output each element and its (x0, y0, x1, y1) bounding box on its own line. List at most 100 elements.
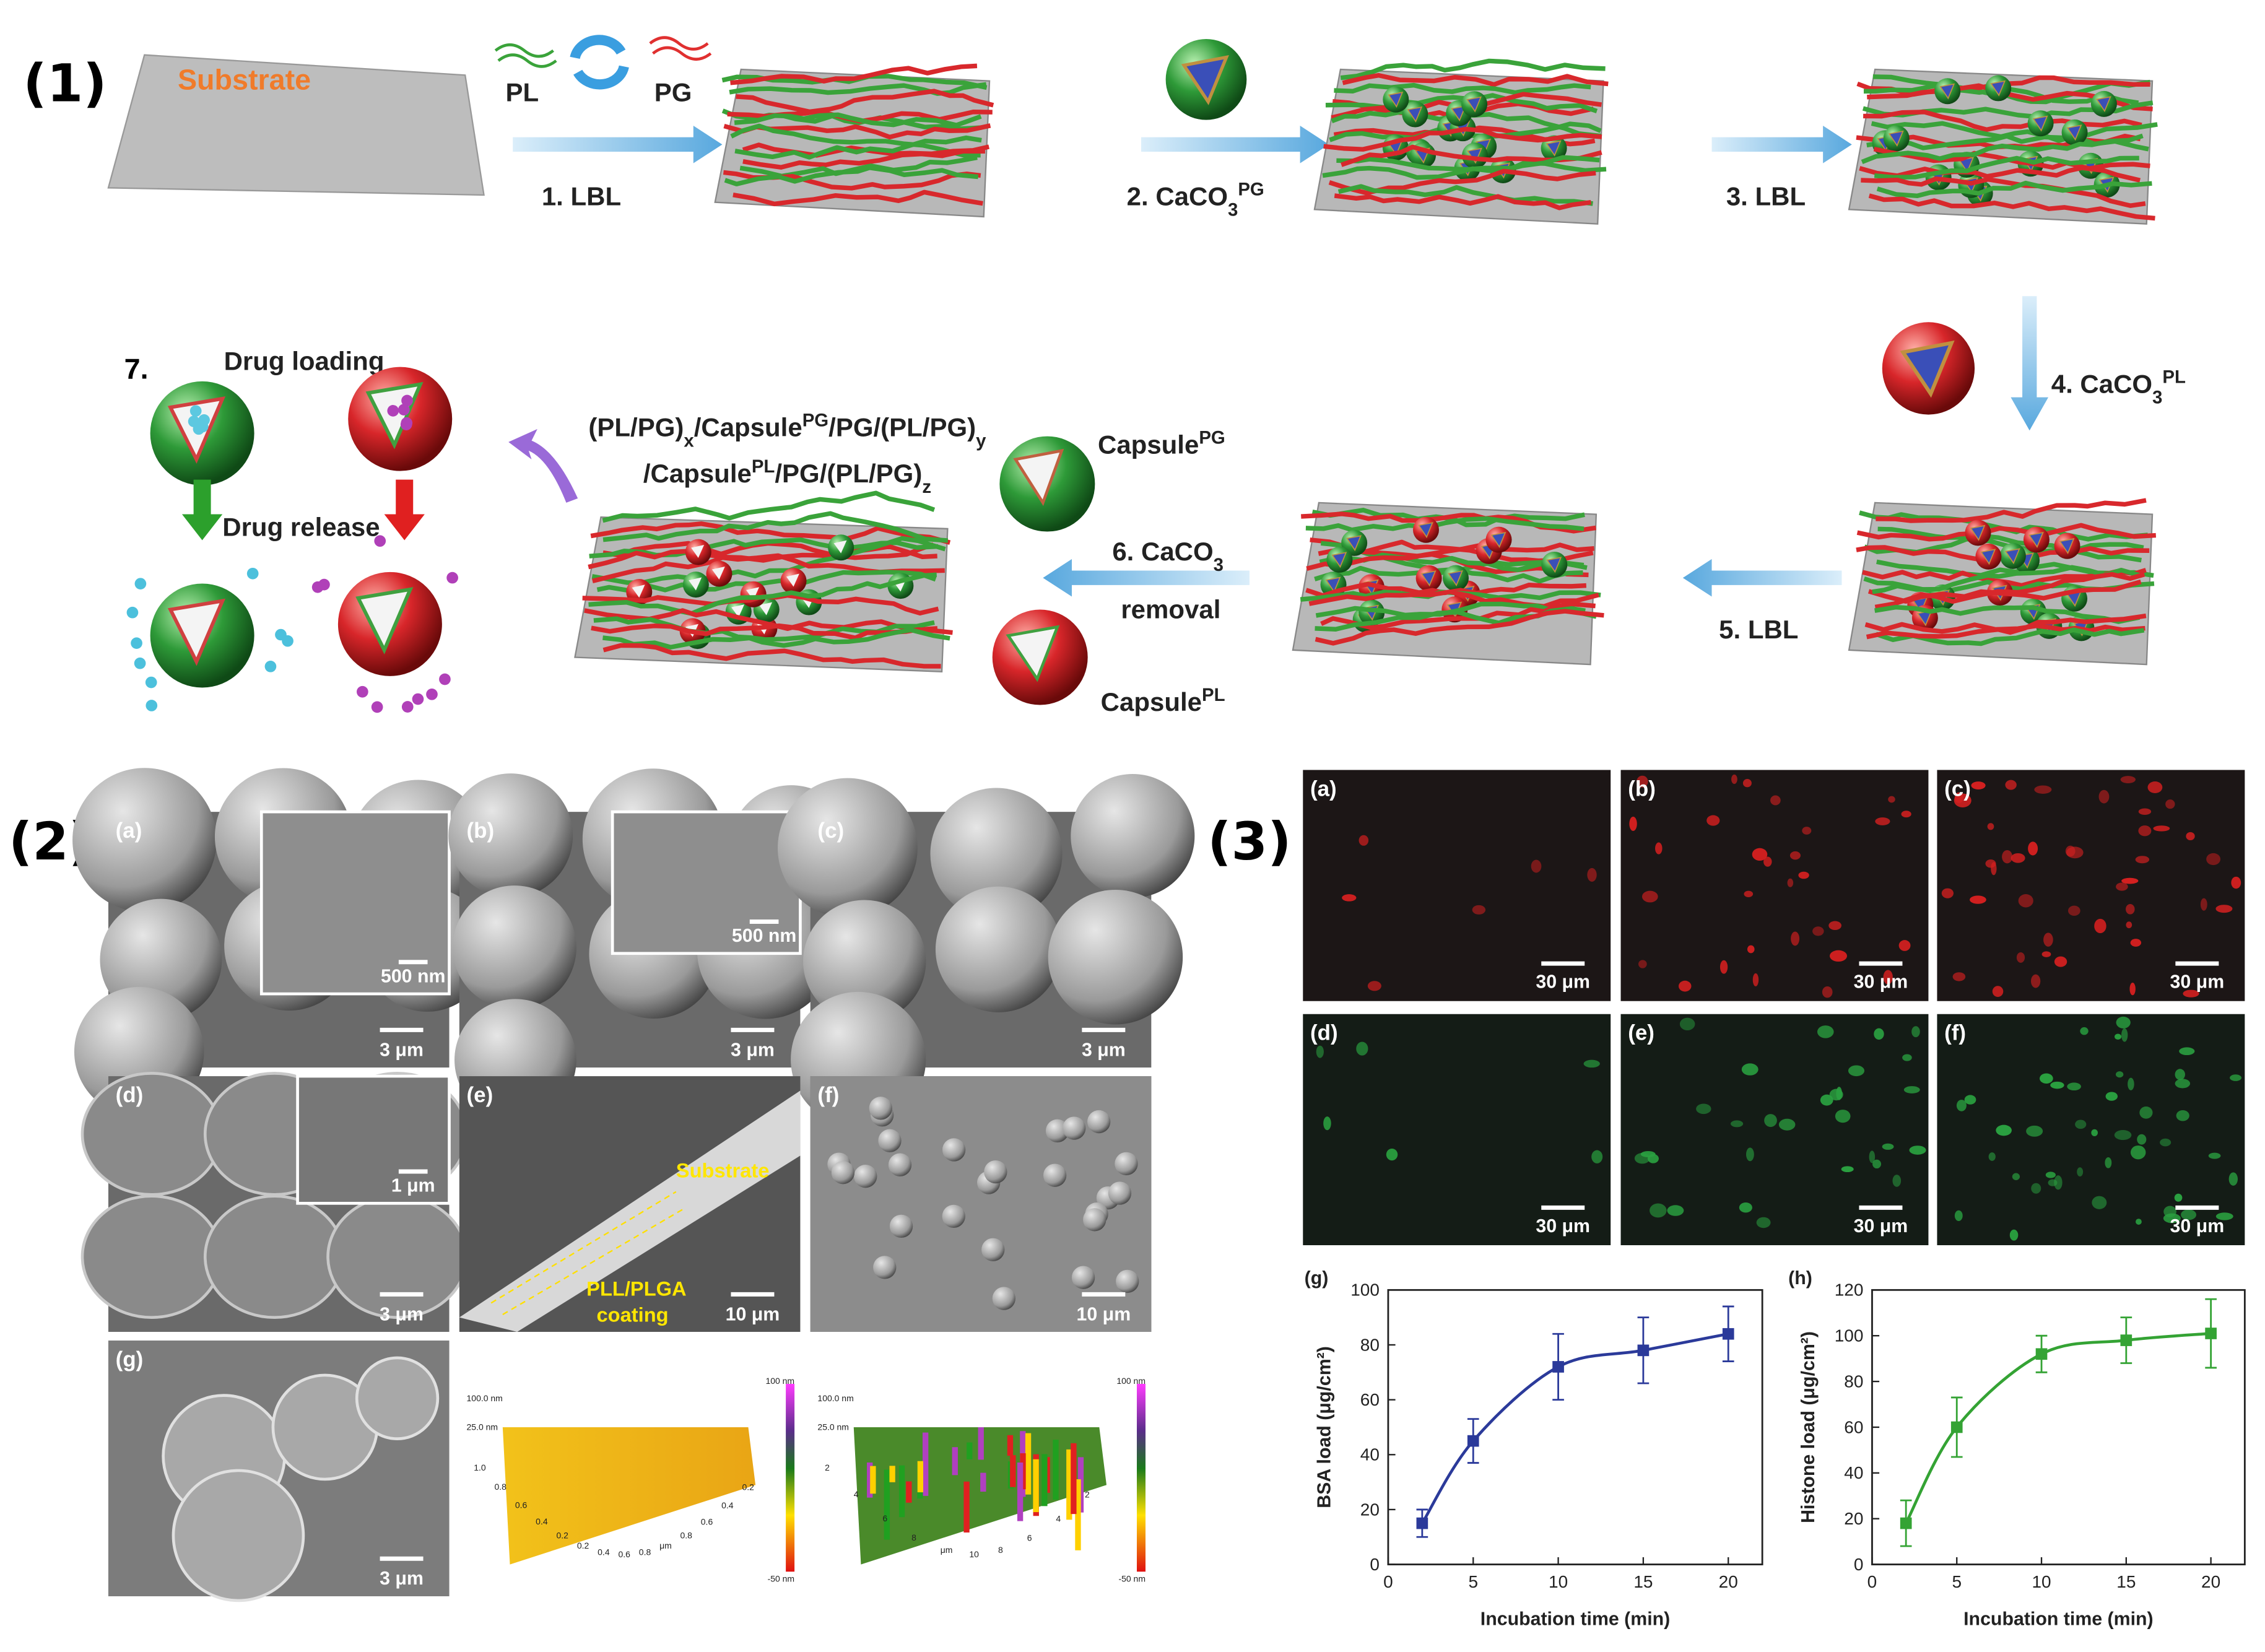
fluorescent-spot (1744, 890, 1754, 897)
superscript: PG (802, 410, 828, 430)
spike (889, 1466, 895, 1482)
scale-label: 1 μm (391, 1176, 435, 1196)
x-tick-label: 0 (1383, 1572, 1393, 1591)
particle (453, 885, 576, 1009)
core (1346, 535, 1362, 552)
fiber (602, 490, 936, 523)
fluorescent-spot (1587, 867, 1597, 882)
drug (198, 414, 210, 426)
spike (917, 1461, 924, 1493)
fluorescent-spot (2138, 825, 2152, 837)
axis-label: 100.0 nm (817, 1393, 853, 1403)
label: /CapsulePL/PG/(PL/PG)z (643, 456, 931, 497)
fluorescent-spot (1802, 827, 1812, 835)
image-label: (b) (467, 819, 495, 843)
step-label: Drug release (222, 513, 380, 542)
fluorescent-spot (2050, 1081, 2064, 1089)
collapsed-capsule (355, 1356, 440, 1440)
particle (1071, 1266, 1095, 1289)
core (1331, 552, 1347, 568)
core (1418, 522, 1433, 539)
fluorescent-spot (1874, 1028, 1884, 1040)
y-tick-label: 120 (1835, 1280, 1864, 1300)
fluorescent-spot (1706, 815, 1720, 826)
fluorescent-spot (2176, 1110, 2189, 1121)
x-tick-label: 20 (1719, 1572, 1738, 1591)
image-frame (1303, 1014, 1611, 1246)
text-part: /Capsule (694, 413, 802, 442)
x-tick-label: 0 (1867, 1572, 1877, 1591)
fluorescent-spot (2018, 894, 2033, 908)
flattened-capsule (326, 1194, 468, 1319)
fluorescent-spot (2011, 853, 2025, 863)
fluorescent-spot (2091, 1129, 2098, 1136)
fluorescent-spot (2067, 1082, 2081, 1091)
fiber (1340, 58, 1606, 80)
fiber (724, 165, 979, 186)
core (2032, 115, 2048, 132)
core (1546, 557, 1562, 573)
fluorescent-spot (2215, 905, 2233, 913)
data-point (1900, 1517, 1912, 1529)
particle (873, 1256, 897, 1279)
particle (1115, 1152, 1138, 1176)
core (2004, 548, 2020, 565)
fluorescent-spot (2231, 876, 2241, 889)
substrate (107, 54, 485, 196)
fluorescent-spot (2054, 956, 2067, 967)
data-point (1416, 1517, 1428, 1529)
superscript: PG (1199, 427, 1225, 448)
fluorescent-spot (1531, 859, 1542, 873)
capsule-core (711, 566, 725, 580)
fluorescent-spot (1848, 1065, 1865, 1077)
fluorescent-spot (2077, 1167, 2084, 1176)
fluorescent-spot (2128, 1077, 2134, 1090)
scale-label: 500 nm (732, 926, 796, 946)
particle (1071, 773, 1195, 898)
fluorescent-spot (1323, 1116, 1331, 1131)
axis-label: μm (941, 1545, 953, 1555)
text-part: Capsule (1101, 687, 1202, 716)
colorbar-label: 100 nm (765, 1376, 794, 1386)
panel-label: (1) (23, 53, 107, 113)
y-tick-label: 80 (1360, 1335, 1380, 1354)
fluorescent-spot (1909, 1146, 1926, 1155)
drug (401, 417, 413, 429)
fluorescent-spot (2009, 1229, 2019, 1241)
panel-label: (h) (1788, 1268, 1812, 1289)
fluorescent-spot (2163, 1206, 2176, 1218)
fluorescent-spot (1629, 816, 1637, 832)
fluorescent-spot (1655, 842, 1663, 854)
particle (72, 768, 217, 912)
fluorescent-spot (1741, 1063, 1759, 1076)
fluorescent-spot (1742, 779, 1752, 788)
image-label: (e) (467, 1083, 493, 1107)
text-part: (PL/PG) (588, 413, 684, 442)
scale-label: 3 μm (1082, 1040, 1126, 1060)
fluorescent-spot (2130, 1145, 2146, 1160)
drug (371, 701, 383, 713)
fiber (588, 572, 937, 616)
fiber (1863, 110, 2142, 133)
step-number: 7. (124, 352, 149, 385)
fiber (1322, 155, 1600, 180)
fluorescent-spot (1836, 1087, 1842, 1100)
fluorescent-spot (2054, 1175, 2063, 1190)
scale-label: 30 μm (1854, 972, 1908, 993)
particle (984, 1160, 1007, 1184)
spike (884, 1469, 890, 1540)
superscript: PG (1238, 179, 1264, 199)
data-point (1722, 1328, 1734, 1340)
fluorescent-spot (1472, 905, 1486, 915)
particle (803, 900, 926, 1023)
label: 6. CaCO3 (1112, 537, 1224, 575)
core (1181, 54, 1229, 105)
fiber (730, 123, 981, 158)
fluorescent-spot (1954, 1210, 1963, 1221)
fluorescent-spot (2208, 1152, 2221, 1159)
axis-label: 0.2 (557, 1530, 569, 1540)
particle (981, 1238, 1005, 1261)
particle (448, 773, 573, 898)
x-tick-label: 10 (1549, 1572, 1568, 1591)
particle (1083, 1208, 1106, 1232)
